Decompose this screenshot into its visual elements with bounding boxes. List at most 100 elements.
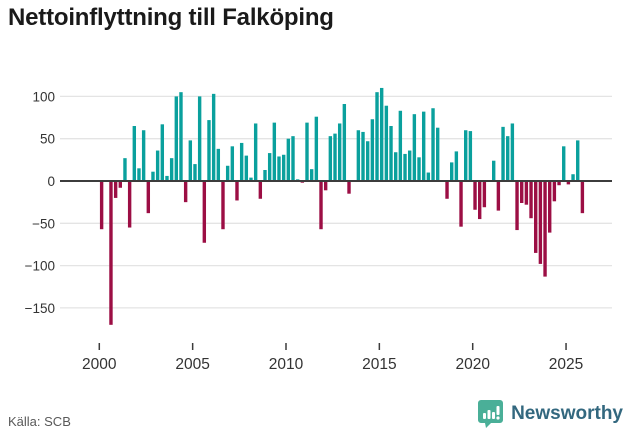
y-axis-tick-label: 50 <box>40 132 55 147</box>
quarter-bar <box>407 150 412 181</box>
quarter-bar <box>146 181 151 214</box>
quarter-bar <box>403 153 407 181</box>
quarter-bar <box>249 177 253 181</box>
quarter-bar <box>529 181 533 219</box>
quarter-bar <box>239 142 244 181</box>
page-title: Nettoinflyttning till Falköping <box>8 4 334 31</box>
quarter-bar <box>347 181 351 194</box>
newsworthy-wordmark: Newsworthy <box>511 402 623 424</box>
quarter-bar <box>454 151 459 181</box>
quarter-bar <box>566 181 571 185</box>
quarter-bar <box>496 181 501 211</box>
quarter-bar <box>506 136 510 181</box>
y-axis-tick-label: −150 <box>25 301 55 316</box>
quarter-bar <box>337 123 342 181</box>
quarter-bar <box>342 104 347 181</box>
quarter-bar <box>534 181 538 253</box>
quarter-bar <box>230 146 235 181</box>
quarter-bar <box>580 181 585 214</box>
source-note: Källa: SCB <box>8 414 71 429</box>
quarter-bar <box>263 170 267 181</box>
quarter-bar <box>132 126 137 181</box>
quarter-bar <box>141 130 146 181</box>
quarter-bar <box>169 158 174 181</box>
quarter-bar <box>127 181 132 228</box>
x-axis-tick-label: 2020 <box>455 356 490 373</box>
quarter-bar <box>548 181 552 233</box>
x-axis-tick-label: 2000 <box>82 356 117 373</box>
quarter-bar <box>188 140 193 181</box>
quarter-bar <box>389 126 393 181</box>
quarter-bar <box>450 162 454 181</box>
quarter-bar <box>309 169 314 181</box>
quarter-bar <box>109 181 113 325</box>
quarter-bar <box>365 141 370 181</box>
quarter-bar <box>482 181 487 208</box>
quarter-bar <box>113 181 118 198</box>
quarter-bar <box>431 108 435 181</box>
x-axis-tick-label: 2015 <box>362 356 396 373</box>
quarter-bar <box>197 96 202 181</box>
quarter-bar <box>99 181 104 230</box>
y-axis-tick-label: −50 <box>32 216 55 231</box>
quarter-bar <box>314 116 319 181</box>
quarter-bar <box>225 165 230 181</box>
quarter-bar <box>174 96 179 181</box>
quarter-bar <box>328 136 333 181</box>
quarter-bar <box>277 156 281 181</box>
quarter-bar <box>552 181 557 202</box>
quarter-bar <box>258 181 263 199</box>
x-axis-tick-label: 2010 <box>269 356 304 373</box>
x-axis-tick-label: 2025 <box>549 356 583 373</box>
quarter-bar <box>393 152 398 181</box>
quarter-bar <box>202 181 207 243</box>
quarter-bar <box>253 123 258 181</box>
quarter-bar <box>576 140 580 181</box>
quarter-bar <box>375 92 379 181</box>
quarter-bar <box>183 181 188 203</box>
quarter-bar <box>319 181 323 230</box>
quarter-bar <box>235 181 239 201</box>
quarter-bar <box>291 136 295 181</box>
y-axis-tick-label: 100 <box>32 89 55 104</box>
y-axis-tick-label: 0 <box>47 174 55 189</box>
quarter-bar <box>515 181 519 231</box>
quarter-bar <box>473 181 477 210</box>
x-axis-tick-label: 2005 <box>175 356 209 373</box>
quarter-bar <box>478 181 482 220</box>
newsworthy-logo[interactable]: Newsworthy <box>477 399 623 428</box>
quarter-bar <box>211 93 216 181</box>
quarter-bar <box>492 160 496 181</box>
quarter-bar <box>361 131 365 181</box>
quarter-bar <box>286 138 291 181</box>
quarter-bar <box>464 130 468 181</box>
newsworthy-icon <box>478 400 504 428</box>
quarter-bar <box>118 181 122 188</box>
quarter-bar <box>417 157 421 181</box>
mini-bars-glyph <box>483 406 500 420</box>
quarter-bar <box>207 120 211 181</box>
quarter-bar <box>155 150 160 181</box>
quarter-bar <box>510 123 515 181</box>
quarter-bar <box>356 130 361 181</box>
quarter-bar <box>160 124 165 181</box>
quarter-bar <box>281 154 286 181</box>
quarter-bar <box>379 87 384 181</box>
quarter-bar <box>384 105 389 181</box>
quarter-bar <box>468 131 473 181</box>
quarter-bar <box>412 114 417 181</box>
quarter-bar <box>333 133 337 181</box>
quarter-bar <box>305 122 309 181</box>
quarter-bar <box>221 181 225 230</box>
quarter-bar <box>165 175 169 181</box>
quarter-bar <box>571 174 575 181</box>
quarter-bar <box>272 122 277 181</box>
quarter-bar <box>459 181 463 227</box>
quarter-bar <box>435 127 440 181</box>
y-axis-tick-label: −100 <box>25 259 55 274</box>
quarter-bar <box>179 92 183 181</box>
quarter-bar <box>538 181 543 264</box>
quarter-bar <box>193 164 197 181</box>
